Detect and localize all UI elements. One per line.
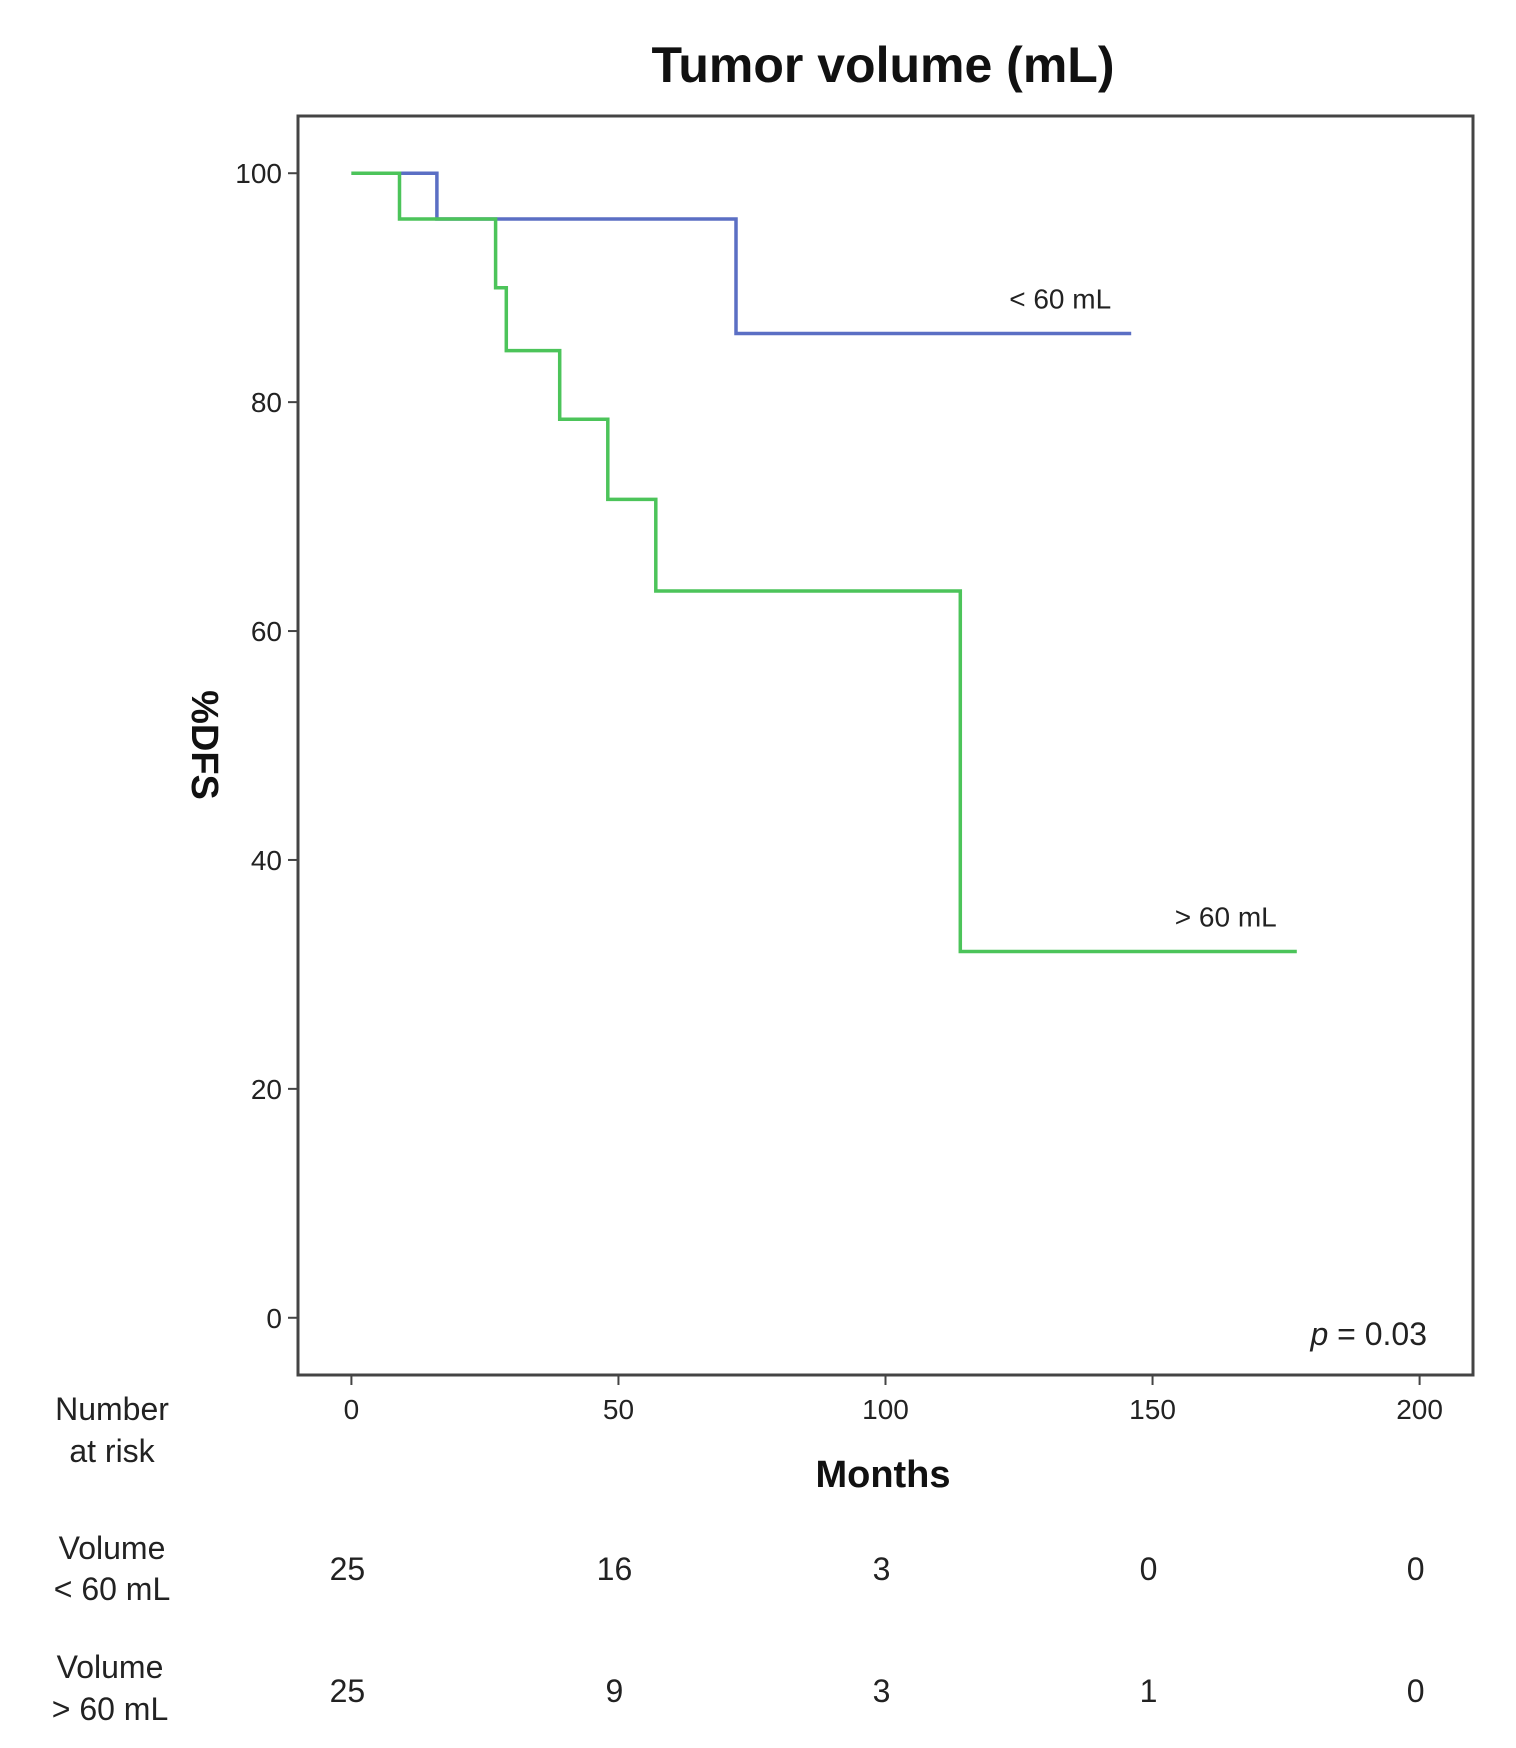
series-line-2 <box>351 171 1297 954</box>
x-axis: 0 50 100 150 200 <box>344 1375 1443 1425</box>
risk-cell: 16 <box>597 1551 633 1587</box>
risk-cell: 25 <box>330 1551 366 1587</box>
risk-cell: 3 <box>873 1551 891 1587</box>
risk-header-line-2: at risk <box>69 1433 155 1469</box>
risk-row-label-line-1: Volume <box>57 1649 164 1685</box>
risk-cell: 3 <box>873 1673 891 1709</box>
risk-row-label-line-2: < 60 mL <box>54 1571 171 1607</box>
y-axis-title: %DFS <box>183 690 225 800</box>
chart-title: Tumor volume (mL) <box>652 37 1115 93</box>
risk-cell: 25 <box>330 1673 366 1709</box>
x-tick-label: 150 <box>1129 1394 1176 1425</box>
y-tick-label: 80 <box>251 387 282 418</box>
p-value-symbol: p <box>1309 1316 1328 1352</box>
risk-row-label-line-2: > 60 mL <box>52 1691 169 1727</box>
risk-cell: 1 <box>1140 1673 1158 1709</box>
risk-table: Number at risk Volume < 60 mL Volume > 6… <box>52 1391 1425 1727</box>
x-tick-label: 50 <box>603 1394 634 1425</box>
series-line-1 <box>351 171 1132 336</box>
risk-values: 25 16 3 0 0 25 9 3 1 0 <box>330 1551 1425 1709</box>
series-label-1: < 60 mL <box>1009 283 1111 314</box>
x-tick-label: 0 <box>344 1394 360 1425</box>
plot-frame <box>296 114 1475 1377</box>
y-tick-label: 60 <box>251 616 282 647</box>
y-tick-label: 0 <box>266 1303 282 1334</box>
risk-cell: 0 <box>1407 1551 1425 1587</box>
series-label-2: > 60 mL <box>1175 902 1277 933</box>
x-tick-label: 100 <box>862 1394 909 1425</box>
x-axis-title: Months <box>815 1454 950 1496</box>
y-tick-label: 100 <box>235 158 282 189</box>
risk-header-line-1: Number <box>55 1391 169 1427</box>
risk-cell: 9 <box>606 1673 624 1709</box>
x-tick-label: 200 <box>1396 1394 1443 1425</box>
p-value-annotation: p = 0.03 <box>1309 1316 1427 1352</box>
risk-cell: 0 <box>1407 1673 1425 1709</box>
y-axis: 0 20 40 60 80 100 <box>235 158 298 1334</box>
risk-cell: 0 <box>1140 1551 1158 1587</box>
y-tick-label: 40 <box>251 845 282 876</box>
y-tick-label: 20 <box>251 1074 282 1105</box>
series-layer: < 60 mL > 60 mL <box>351 171 1297 954</box>
risk-row-label-line-1: Volume <box>59 1530 166 1566</box>
p-value-text: = 0.03 <box>1328 1316 1427 1352</box>
